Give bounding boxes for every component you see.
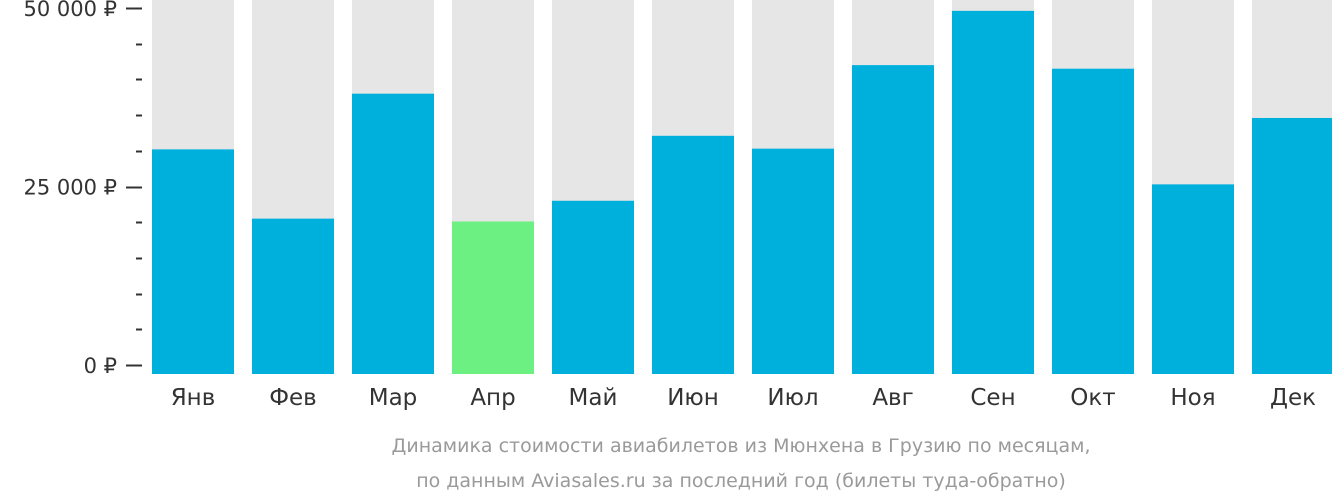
bar-Мар[interactable] xyxy=(352,93,434,375)
y-tick-label: 50 000 ₽ xyxy=(23,0,117,21)
x-tick-label: Апр xyxy=(470,385,515,411)
x-tick-label: Окт xyxy=(1070,385,1115,411)
x-tick-label: Сен xyxy=(970,385,1015,411)
bar-Июл[interactable] xyxy=(752,148,834,374)
x-tick-label: Май xyxy=(569,385,618,411)
x-tick-label: Мар xyxy=(369,385,418,411)
x-tick-label: Янв xyxy=(171,385,216,411)
y-tick-label: 0 ₽ xyxy=(84,354,117,378)
bar-Авг[interactable] xyxy=(852,65,934,375)
x-axis-labels: Янв Фев Мар Апр Май Июн Июл Авг Сен Окт Ноя Дек xyxy=(171,385,1316,411)
caption-line-1: Динамика стоимости авиабилетов из Мюнхен… xyxy=(392,435,1091,457)
bar-Фев[interactable] xyxy=(252,218,334,374)
y-axis: 0 ₽ 25 000 ₽ 50 000 ₽ xyxy=(23,0,142,378)
bar-Сен[interactable] xyxy=(952,10,1034,375)
x-tick-label: Ноя xyxy=(1170,385,1215,411)
bar-Янв[interactable] xyxy=(152,149,234,374)
x-tick-label: Фев xyxy=(269,385,317,411)
x-tick-label: Июл xyxy=(767,385,818,411)
bar-Май[interactable] xyxy=(552,200,634,374)
y-tick-label: 25 000 ₽ xyxy=(23,176,117,200)
bar-Ноя[interactable] xyxy=(1152,184,1234,374)
bar-Окт[interactable] xyxy=(1052,68,1134,374)
caption-line-2: по данным Aviasales.ru за последний год … xyxy=(416,470,1066,492)
bar-Июн[interactable] xyxy=(652,135,734,374)
x-tick-label: Дек xyxy=(1270,385,1316,411)
bars xyxy=(152,0,1332,375)
x-tick-label: Авг xyxy=(872,385,913,411)
x-tick-label: Июн xyxy=(667,385,719,411)
bar-Дек[interactable] xyxy=(1252,117,1332,375)
bar-Апр[interactable] xyxy=(452,221,534,374)
